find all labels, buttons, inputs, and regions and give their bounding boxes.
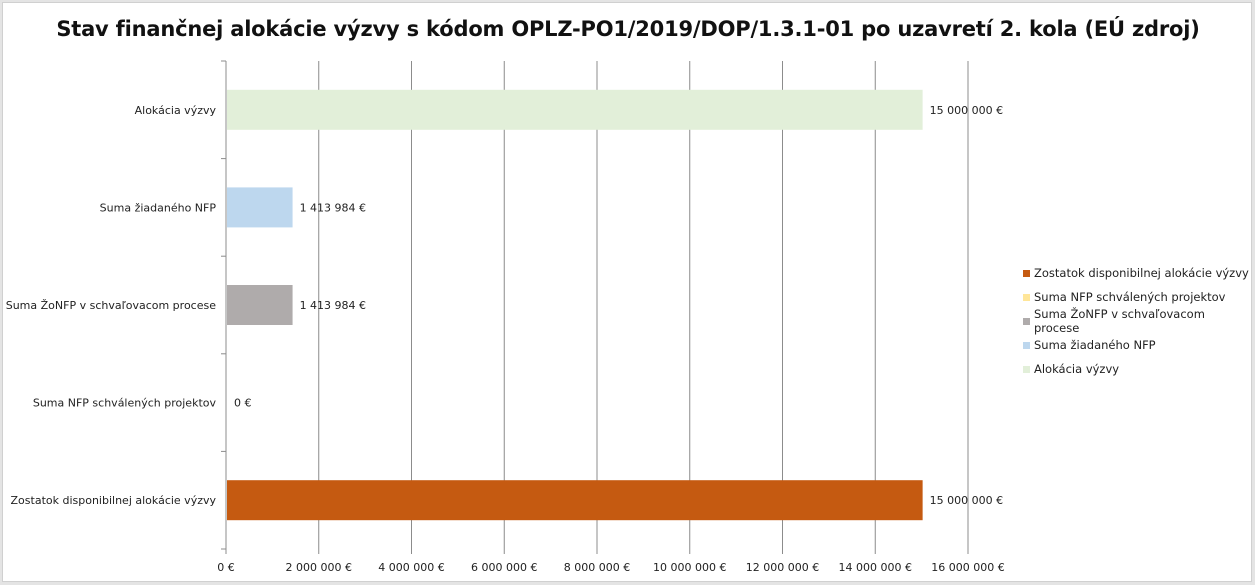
legend-swatch <box>1023 269 1030 277</box>
legend-label: Alokácia výzvy <box>1034 362 1120 376</box>
category-label: Zostatok disponibilnej alokácie výzvy <box>11 494 217 507</box>
x-tick-label: 0 € <box>217 561 235 574</box>
x-tick-label: 8 000 000 € <box>564 561 630 574</box>
data-label: 0 € <box>234 397 252 410</box>
x-tick-label: 4 000 000 € <box>378 561 444 574</box>
bar <box>227 285 293 325</box>
legend-item: Suma NFP schválených projektov <box>1023 285 1251 309</box>
category-label: Suma NFP schválených projektov <box>33 397 217 410</box>
legend-item: Suma žiadaného NFP <box>1023 333 1251 357</box>
x-tick-label: 14 000 000 € <box>839 561 912 574</box>
bar <box>227 187 293 228</box>
legend-swatch <box>1023 317 1030 325</box>
legend-swatch <box>1023 293 1030 301</box>
chart-title: Stav finančnej alokácie výzvy s kódom OP… <box>56 17 1200 41</box>
data-label: 1 413 984 € <box>300 299 366 312</box>
legend-item: Alokácia výzvy <box>1023 357 1251 381</box>
legend-swatch <box>1023 365 1030 373</box>
legend-label: Suma žiadaného NFP <box>1034 338 1156 352</box>
bar <box>227 89 923 130</box>
x-tick-label: 2 000 000 € <box>286 561 352 574</box>
x-tick-label: 6 000 000 € <box>471 561 537 574</box>
data-label: 15 000 000 € <box>930 104 1003 117</box>
legend-item: Suma ŽoNFP v schvaľovacom procese <box>1023 307 1251 335</box>
legend: Zostatok disponibilnej alokácie výzvy Sum… <box>1023 261 1251 381</box>
category-label: Suma ŽoNFP v schvaľovacom procese <box>6 299 217 312</box>
legend-label: Suma ŽoNFP v schvaľovacom procese <box>1034 307 1205 335</box>
x-tick-label: 16 000 000 € <box>931 561 1004 574</box>
legend-label: Suma NFP schválených projektov <box>1034 290 1226 304</box>
legend-swatch <box>1023 341 1030 349</box>
bar-chart: 0 € 2 000 000 € 4 000 000 € 6 000 000 € 8 00… <box>6 60 1005 574</box>
legend-item: Zostatok disponibilnej alokácie výzvy <box>1023 261 1251 285</box>
x-tick-label: 12 000 000 € <box>746 561 819 574</box>
data-label: 1 413 984 € <box>300 201 366 214</box>
category-label: Alokácia výzvy <box>135 104 217 117</box>
x-tick-label: 10 000 000 € <box>653 561 726 574</box>
category-label: Suma žiadaného NFP <box>100 201 217 214</box>
bar <box>227 480 923 521</box>
data-label: 15 000 000 € <box>930 494 1003 507</box>
legend-label: Zostatok disponibilnej alokácie výzvy <box>1034 266 1249 280</box>
